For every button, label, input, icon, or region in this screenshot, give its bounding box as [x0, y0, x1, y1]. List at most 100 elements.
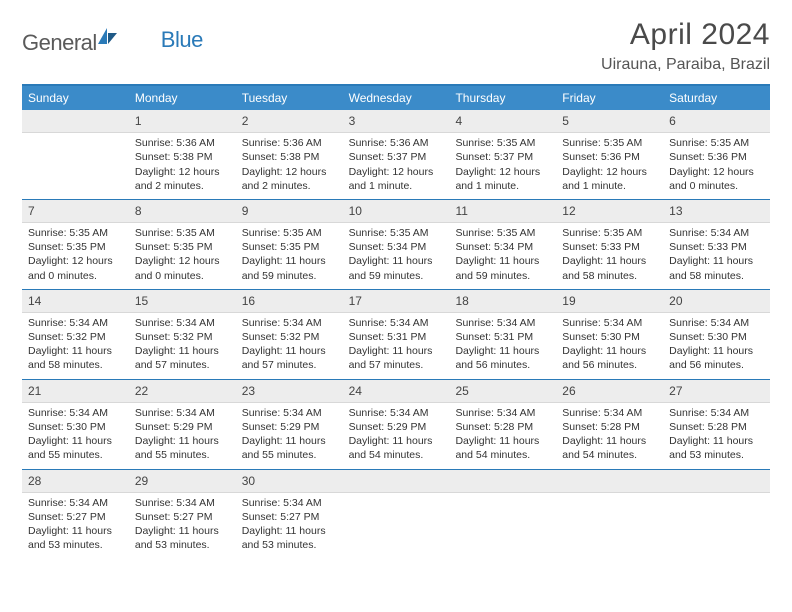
daylight-text: Daylight: 11 hours and 53 minutes.: [135, 524, 230, 552]
daynum-row: [22, 110, 129, 133]
daynum-row: 23: [236, 380, 343, 403]
day-details: Sunrise: 5:36 AMSunset: 5:37 PMDaylight:…: [343, 133, 450, 199]
day-header-cell: Monday: [129, 86, 236, 110]
daylight-text: Daylight: 11 hours and 59 minutes.: [242, 254, 337, 282]
sunset-text: Sunset: 5:36 PM: [669, 150, 764, 164]
day-header-cell: Friday: [556, 86, 663, 110]
daylight-text: Daylight: 11 hours and 55 minutes.: [242, 434, 337, 462]
calendar-cell: 18Sunrise: 5:34 AMSunset: 5:31 PMDayligh…: [449, 290, 556, 379]
day-number: [343, 470, 450, 492]
daynum-row: 26: [556, 380, 663, 403]
sunset-text: Sunset: 5:29 PM: [242, 420, 337, 434]
sunrise-text: Sunrise: 5:34 AM: [562, 406, 657, 420]
day-number: [556, 470, 663, 492]
day-number: 30: [236, 470, 343, 492]
daynum-row: 19: [556, 290, 663, 313]
day-number: 4: [449, 110, 556, 132]
day-details: Sunrise: 5:34 AMSunset: 5:33 PMDaylight:…: [663, 223, 770, 289]
calendar-cell: 28Sunrise: 5:34 AMSunset: 5:27 PMDayligh…: [22, 470, 129, 559]
sunset-text: Sunset: 5:29 PM: [135, 420, 230, 434]
daynum-row: 30: [236, 470, 343, 493]
day-details: Sunrise: 5:35 AMSunset: 5:36 PMDaylight:…: [556, 133, 663, 199]
day-header-cell: Wednesday: [343, 86, 450, 110]
daynum-row: 29: [129, 470, 236, 493]
daynum-row: 2: [236, 110, 343, 133]
sunset-text: Sunset: 5:35 PM: [135, 240, 230, 254]
daylight-text: Daylight: 11 hours and 57 minutes.: [242, 344, 337, 372]
calendar-week: 28Sunrise: 5:34 AMSunset: 5:27 PMDayligh…: [22, 469, 770, 559]
sunset-text: Sunset: 5:33 PM: [562, 240, 657, 254]
logo-text-general: General: [22, 30, 97, 56]
day-details: Sunrise: 5:34 AMSunset: 5:29 PMDaylight:…: [129, 403, 236, 469]
sunrise-text: Sunrise: 5:34 AM: [28, 496, 123, 510]
day-number: 26: [556, 380, 663, 402]
sunrise-text: Sunrise: 5:34 AM: [242, 316, 337, 330]
daynum-row: 8: [129, 200, 236, 223]
sunrise-text: Sunrise: 5:35 AM: [455, 226, 550, 240]
day-details: Sunrise: 5:35 AMSunset: 5:35 PMDaylight:…: [236, 223, 343, 289]
day-header-cell: Saturday: [663, 86, 770, 110]
calendar-cell: [556, 470, 663, 559]
day-number: 9: [236, 200, 343, 222]
calendar-cell: 8Sunrise: 5:35 AMSunset: 5:35 PMDaylight…: [129, 200, 236, 289]
sunset-text: Sunset: 5:37 PM: [455, 150, 550, 164]
calendar-cell: [663, 470, 770, 559]
day-details: Sunrise: 5:36 AMSunset: 5:38 PMDaylight:…: [129, 133, 236, 199]
day-number: 6: [663, 110, 770, 132]
calendar-cell: 15Sunrise: 5:34 AMSunset: 5:32 PMDayligh…: [129, 290, 236, 379]
day-details: Sunrise: 5:34 AMSunset: 5:32 PMDaylight:…: [236, 313, 343, 379]
day-number: [663, 470, 770, 492]
sunset-text: Sunset: 5:32 PM: [135, 330, 230, 344]
daylight-text: Daylight: 12 hours and 0 minutes.: [669, 165, 764, 193]
day-number: 17: [343, 290, 450, 312]
sunrise-text: Sunrise: 5:34 AM: [669, 316, 764, 330]
sunset-text: Sunset: 5:32 PM: [242, 330, 337, 344]
sunrise-text: Sunrise: 5:34 AM: [349, 316, 444, 330]
day-header-cell: Sunday: [22, 86, 129, 110]
calendar-cell: 20Sunrise: 5:34 AMSunset: 5:30 PMDayligh…: [663, 290, 770, 379]
sunrise-text: Sunrise: 5:34 AM: [135, 316, 230, 330]
daynum-row: 25: [449, 380, 556, 403]
header: General Blue April 2024 Uirauna, Paraiba…: [22, 18, 770, 74]
day-details: Sunrise: 5:34 AMSunset: 5:32 PMDaylight:…: [129, 313, 236, 379]
daynum-row: 10: [343, 200, 450, 223]
day-details: Sunrise: 5:34 AMSunset: 5:30 PMDaylight:…: [663, 313, 770, 379]
daynum-row: 17: [343, 290, 450, 313]
day-number: 3: [343, 110, 450, 132]
daynum-row: 22: [129, 380, 236, 403]
daynum-row: 28: [22, 470, 129, 493]
day-number: 1: [129, 110, 236, 132]
sunrise-text: Sunrise: 5:34 AM: [349, 406, 444, 420]
day-details: Sunrise: 5:35 AMSunset: 5:33 PMDaylight:…: [556, 223, 663, 289]
calendar-cell: [343, 470, 450, 559]
daylight-text: Daylight: 12 hours and 1 minute.: [455, 165, 550, 193]
sunrise-text: Sunrise: 5:35 AM: [562, 226, 657, 240]
daynum-row: 15: [129, 290, 236, 313]
logo-text-blue: Blue: [161, 27, 203, 53]
sunset-text: Sunset: 5:38 PM: [135, 150, 230, 164]
day-number: 23: [236, 380, 343, 402]
daynum-row: 21: [22, 380, 129, 403]
sunset-text: Sunset: 5:28 PM: [562, 420, 657, 434]
daylight-text: Daylight: 11 hours and 53 minutes.: [28, 524, 123, 552]
day-number: 22: [129, 380, 236, 402]
daylight-text: Daylight: 11 hours and 55 minutes.: [28, 434, 123, 462]
calendar-cell: 30Sunrise: 5:34 AMSunset: 5:27 PMDayligh…: [236, 470, 343, 559]
daynum-row: 18: [449, 290, 556, 313]
sunrise-text: Sunrise: 5:34 AM: [455, 406, 550, 420]
calendar-week: 14Sunrise: 5:34 AMSunset: 5:32 PMDayligh…: [22, 289, 770, 379]
calendar-cell: 21Sunrise: 5:34 AMSunset: 5:30 PMDayligh…: [22, 380, 129, 469]
sunset-text: Sunset: 5:35 PM: [28, 240, 123, 254]
sunrise-text: Sunrise: 5:34 AM: [135, 406, 230, 420]
calendar-cell: 27Sunrise: 5:34 AMSunset: 5:28 PMDayligh…: [663, 380, 770, 469]
day-number: 18: [449, 290, 556, 312]
sunrise-text: Sunrise: 5:34 AM: [669, 226, 764, 240]
daylight-text: Daylight: 11 hours and 54 minutes.: [455, 434, 550, 462]
day-header-cell: Thursday: [449, 86, 556, 110]
day-number: 10: [343, 200, 450, 222]
daynum-row: 11: [449, 200, 556, 223]
sunrise-text: Sunrise: 5:36 AM: [135, 136, 230, 150]
calendar-cell: 1Sunrise: 5:36 AMSunset: 5:38 PMDaylight…: [129, 110, 236, 199]
daylight-text: Daylight: 12 hours and 1 minute.: [562, 165, 657, 193]
day-number: 13: [663, 200, 770, 222]
